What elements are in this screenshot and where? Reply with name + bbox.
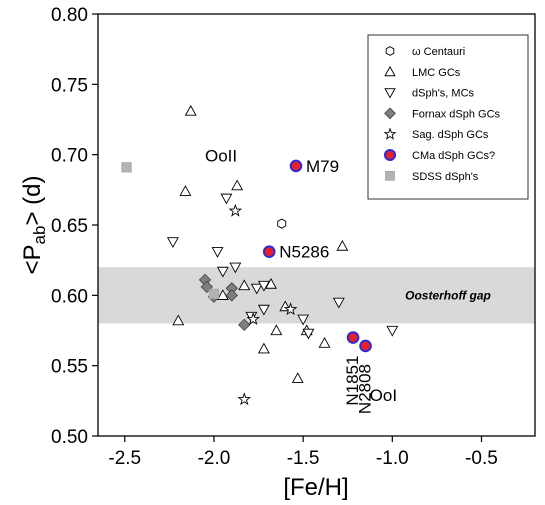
x-axis-label: [Fe/H] [283,474,348,501]
point-label: N1851 [343,356,362,406]
data-point [270,324,283,336]
data-point [179,185,192,196]
legend-marker [383,127,397,140]
legend-label: LMC GCs [412,67,461,79]
legend-label: Sag. dSph GCs [412,129,489,141]
legend-marker [383,148,397,162]
data-point [346,331,360,344]
y-tick-label: 0.70 [51,146,88,167]
data-point [386,325,399,337]
x-tick-label: -0.5 [465,448,498,469]
y-tick-label: 0.60 [51,286,88,307]
region-label: OoII [205,147,237,166]
legend-label: ω Centauri [412,46,465,58]
data-point [250,283,263,295]
data-point [283,302,298,316]
data-point [216,266,229,278]
y-axis-label: <Pab> (d) [19,176,49,275]
legend-marker [385,170,395,181]
x-tick-label: -1.5 [287,448,320,469]
data-point [257,304,270,316]
x-tick-label: -2.0 [198,448,231,469]
data-point [277,218,287,229]
x-tick-label: -1.0 [376,448,409,469]
data-point [289,159,303,173]
y-tick-label: 0.65 [51,216,88,237]
data-point [318,337,331,348]
legend-items: ω Centauri LMC GCs dSph's, MCs Fornax dSph … [383,46,501,183]
y-tick-label: 0.75 [51,75,88,96]
data-point [336,239,349,251]
legend-marker [384,107,396,120]
x-tick-label: -2.5 [108,448,141,469]
y-axis-label-post: > (d) [19,176,46,226]
point-label: N5286 [279,243,329,262]
data-point [237,392,252,406]
region-label: OoI [370,386,397,405]
data-point [200,280,213,294]
data-point [184,104,197,116]
legend-marker [384,88,396,99]
legend-label: CMa dSph GCs? [412,150,495,162]
oosterhoff-gap-label: Oosterhoff gap [405,288,491,302]
y-tick-label: 0.80 [51,5,88,26]
data-point [265,277,277,289]
data-point [211,247,224,258]
data-point [291,372,304,383]
data-point [228,203,243,217]
data-point [220,193,233,205]
data-point [166,237,179,249]
legend-marker [384,65,396,77]
data-point [302,328,315,340]
data-point [216,289,229,300]
data-point [257,280,270,292]
legend-label: SDSS dSph's [412,171,479,183]
data-point [208,288,220,300]
legend-marker [385,46,395,56]
data-point [229,262,242,274]
data-point [238,318,251,332]
data-point [262,245,276,259]
legend-label: dSph's, MCs [412,88,475,100]
data-point [231,179,244,191]
y-tick-label: 0.55 [51,357,88,378]
point-label: N2808 [356,364,375,414]
oosterhoff-gap-band [98,267,535,324]
data-point [225,289,238,302]
legend: ω Centauri LMC GCs dSph's, MCs Fornax dSph … [367,34,529,200]
region-annotations: OoII OoI [205,147,397,405]
data-point [172,314,185,326]
y-axis-label-sub: ab [30,226,49,245]
data-point [246,312,260,325]
data-point [238,279,251,291]
data-point [257,342,270,354]
data-point [297,314,310,326]
axis-ticks: -2.5 -2.0 -1.5 -1.0 -0.5 0.50 0.55 0.60 0.65 0.70… [51,5,498,469]
data-point [332,297,345,309]
y-axis-label-pre: <P [19,244,46,274]
data-point [359,339,372,353]
y-tick-label: 0.50 [51,427,88,448]
point-label: M79 [306,157,339,176]
data-point [121,162,132,173]
legend-label: Fornax dSph GCs [412,108,501,120]
